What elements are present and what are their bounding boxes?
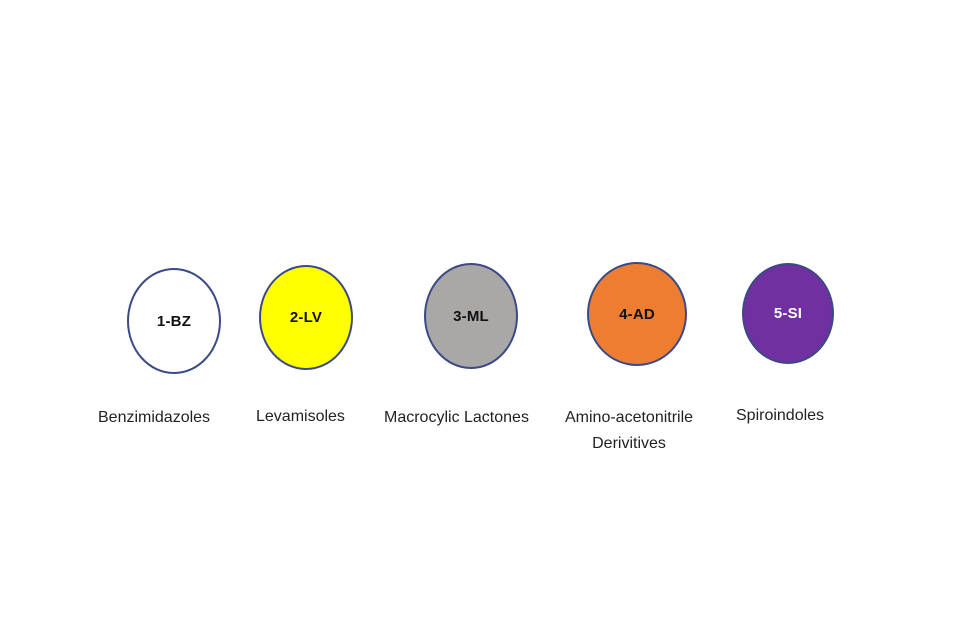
class-code-5: 5-SI: [773, 305, 803, 322]
class-code-4: 4-AD: [619, 305, 655, 323]
class-label-4-line-2: Derivitives: [592, 435, 666, 452]
class-label-1: Benzimidazoles: [98, 405, 210, 431]
class-label-2: Levamisoles: [256, 404, 345, 430]
class-circle-3: 3-ML: [424, 263, 518, 369]
class-label-5-line-1: Spiroindoles: [736, 407, 825, 424]
class-label-5: Spiroindoles: [736, 403, 824, 429]
class-circle-5: 5-SI: [742, 263, 834, 364]
class-code-2: 2-LV: [289, 309, 323, 326]
class-circle-2: 2-LV: [259, 265, 353, 370]
class-code-3: 3-ML: [453, 307, 489, 325]
class-label-1-line-1: Benzimidazoles: [98, 409, 211, 426]
class-circle-1: 1-BZ: [127, 268, 221, 374]
class-label-2-line-1: Levamisoles: [256, 408, 345, 425]
class-label-4-line-1: Amino-acetonitrile: [565, 409, 694, 426]
class-label-3: Macrocylic Lactones: [384, 405, 529, 431]
class-label-3-line-1: Macrocylic Lactones: [384, 409, 529, 426]
class-circle-4: 4-AD: [587, 262, 687, 366]
class-label-4: Amino-acetonitrile Derivitives: [565, 405, 693, 457]
class-code-1: 1-BZ: [156, 312, 192, 330]
